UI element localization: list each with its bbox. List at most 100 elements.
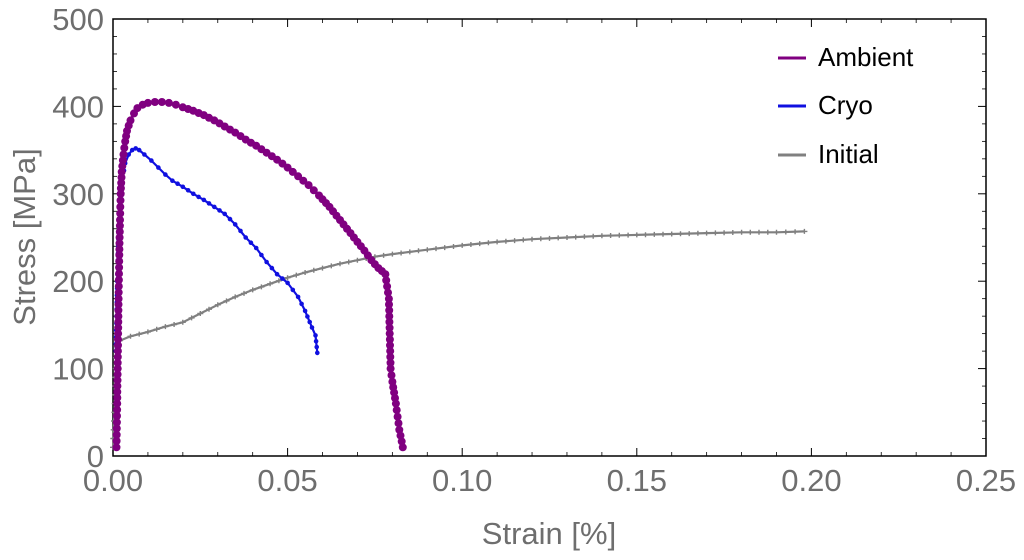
x-tick-label: 0.25 [956, 463, 1016, 498]
data-point-ambient [113, 382, 122, 391]
data-point-cryo [314, 344, 320, 350]
data-point-cryo [222, 211, 227, 217]
data-point-initial [415, 248, 422, 254]
data-point-cryo [259, 252, 264, 258]
data-point-cryo [232, 222, 238, 227]
data-point-ambient [117, 167, 126, 176]
data-point-ambient [382, 276, 391, 285]
data-point-initial [354, 257, 361, 263]
data-point-ambient [115, 239, 124, 248]
data-point-ambient [113, 358, 122, 367]
data-point-cryo [295, 294, 301, 300]
data-point-initial [712, 230, 719, 236]
data-point-ambient [114, 276, 123, 284]
data-point-initial [511, 238, 518, 244]
data-point-ambient [114, 288, 123, 297]
data-point-ambient [114, 341, 122, 350]
data-point-ambient [385, 318, 394, 326]
data-point-ambient [120, 143, 129, 152]
data-point-ambient [384, 288, 392, 297]
data-point-ambient [385, 329, 394, 338]
data-point-initial [651, 231, 658, 237]
data-point-initial [162, 324, 169, 330]
data-point-ambient [391, 399, 400, 408]
data-point-ambient [113, 364, 122, 373]
data-point-initial [319, 265, 326, 271]
data-point-ambient [386, 347, 395, 356]
data-point-ambient [115, 233, 124, 242]
data-point-ambient [115, 251, 124, 259]
data-point-ambient [112, 418, 121, 427]
x-tick-label: 0.00 [83, 463, 143, 498]
data-point-initial [136, 331, 143, 337]
data-point-initial [801, 228, 808, 234]
y-tick-label: 300 [52, 177, 104, 212]
data-point-ambient [114, 329, 123, 338]
y-tick-label: 400 [52, 89, 104, 124]
data-point-ambient [385, 323, 394, 332]
data-point-cryo [302, 308, 308, 314]
data-point-ambient [115, 227, 124, 236]
data-point-ambient [288, 167, 297, 176]
data-point-initial [406, 249, 413, 255]
data-point-cryo [313, 333, 318, 338]
data-point-ambient [116, 209, 125, 218]
data-point-initial [467, 242, 474, 247]
data-point-cryo [191, 191, 196, 197]
data-point-ambient [115, 269, 123, 278]
data-point-initial [249, 287, 256, 293]
data-point-cryo [243, 235, 248, 240]
data-point-ambient [113, 387, 122, 396]
data-point-initial [424, 247, 431, 253]
data-point-initial [127, 333, 134, 339]
data-point-cryo [142, 152, 147, 157]
data-point-ambient [114, 300, 123, 309]
data-point-initial [197, 311, 204, 316]
data-point-ambient [114, 294, 123, 303]
data-point-initial [633, 232, 640, 238]
data-point-ambient [115, 221, 124, 230]
data-point-initial [275, 278, 282, 284]
data-point-cryo [264, 259, 269, 265]
data-point-initial [293, 272, 300, 278]
data-point-initial [520, 237, 527, 243]
data-point-ambient [381, 270, 390, 279]
data-point-ambient [118, 162, 127, 171]
data-point-initial [677, 231, 684, 237]
data-point-ambient [112, 443, 121, 452]
data-point-cryo [227, 216, 233, 222]
data-point-ambient [114, 306, 123, 315]
data-point-ambient [115, 263, 124, 272]
data-point-cryo [238, 228, 243, 234]
data-point-initial [546, 235, 553, 241]
data-point-initial [792, 229, 799, 235]
series-line-initial [111, 230, 805, 448]
data-point-initial [721, 230, 728, 236]
series-line-ambient [115, 100, 405, 448]
data-point-cryo [299, 301, 304, 307]
data-point-initial [555, 235, 562, 241]
data-point-initial [694, 230, 701, 236]
data-point-ambient [397, 437, 406, 446]
data-point-cryo [313, 338, 319, 344]
legend-label-ambient: Ambient [818, 42, 914, 72]
data-point-initial [502, 238, 509, 244]
legend-label-cryo: Cryo [818, 90, 873, 120]
data-point-ambient [114, 323, 123, 332]
series-line-cryo [114, 147, 319, 354]
data-point-ambient [157, 98, 166, 106]
series-cryo [113, 146, 320, 356]
data-point-ambient [304, 181, 313, 190]
plot-frame [112, 18, 987, 457]
data-point-cryo [212, 204, 217, 210]
data-point-ambient [392, 406, 401, 415]
data-point-cryo [274, 271, 280, 277]
data-point-ambient [385, 312, 394, 321]
data-point-ambient [115, 245, 124, 254]
data-point-ambient [386, 364, 395, 373]
data-point-initial [494, 239, 501, 245]
data-point-initial [214, 302, 221, 308]
series-ambient [112, 98, 407, 452]
data-point-ambient [150, 98, 159, 106]
data-point-initial [267, 281, 274, 287]
